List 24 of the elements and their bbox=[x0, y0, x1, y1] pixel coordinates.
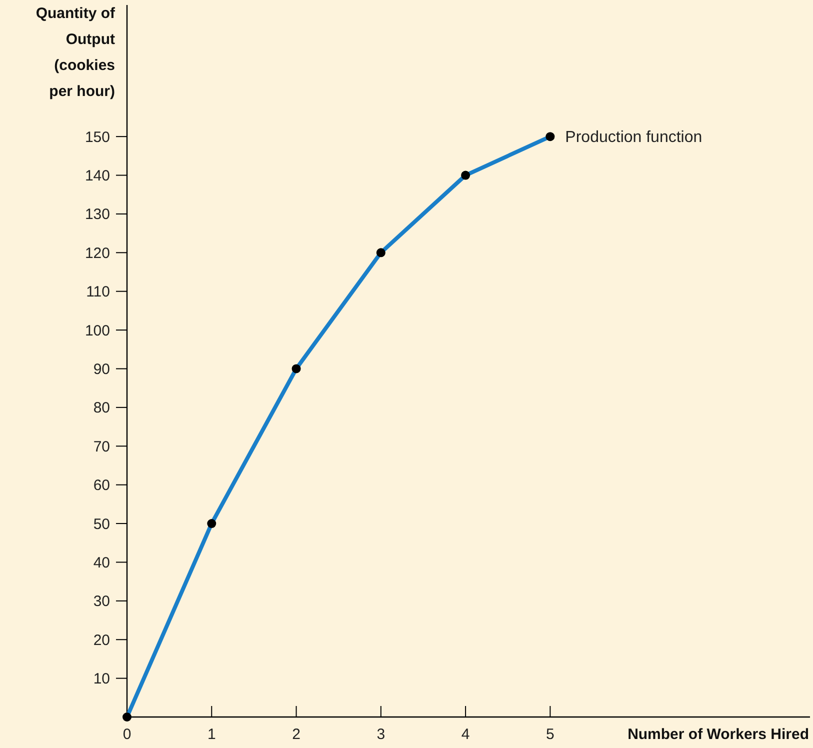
y-tick-label: 70 bbox=[93, 438, 110, 456]
y-tick-label: 40 bbox=[93, 554, 110, 572]
y-tick-label: 120 bbox=[84, 244, 110, 262]
x-tick-label: 4 bbox=[461, 726, 470, 743]
y-tick-label: 110 bbox=[86, 284, 110, 301]
y-tick-label: 10 bbox=[93, 670, 110, 688]
y-tick-label: 100 bbox=[84, 322, 110, 340]
x-tick-label: 1 bbox=[207, 726, 216, 743]
annotation: Production function bbox=[565, 129, 702, 146]
y-tick-label: 80 bbox=[93, 400, 110, 417]
y-tick-label: 150 bbox=[84, 128, 110, 146]
x-tick-label: 2 bbox=[292, 726, 300, 743]
x-axis-title: Number of Workers Hired bbox=[628, 726, 809, 743]
y-tick-label: 90 bbox=[93, 360, 110, 378]
y-tick-label: 30 bbox=[93, 593, 110, 610]
y-tick-label: 60 bbox=[93, 477, 110, 494]
y-tick-label: 20 bbox=[93, 632, 110, 649]
y-tick-label: 130 bbox=[84, 206, 110, 224]
y-axis-title: Quantity of Output (cookies per hour) bbox=[36, 5, 116, 100]
y-tick-label: 140 bbox=[84, 168, 110, 185]
y-tick-label: 50 bbox=[93, 516, 110, 533]
x-tick-label: 0 bbox=[122, 726, 132, 743]
x-tick-label: 3 bbox=[376, 726, 386, 743]
x-tick-label: 5 bbox=[546, 726, 554, 743]
